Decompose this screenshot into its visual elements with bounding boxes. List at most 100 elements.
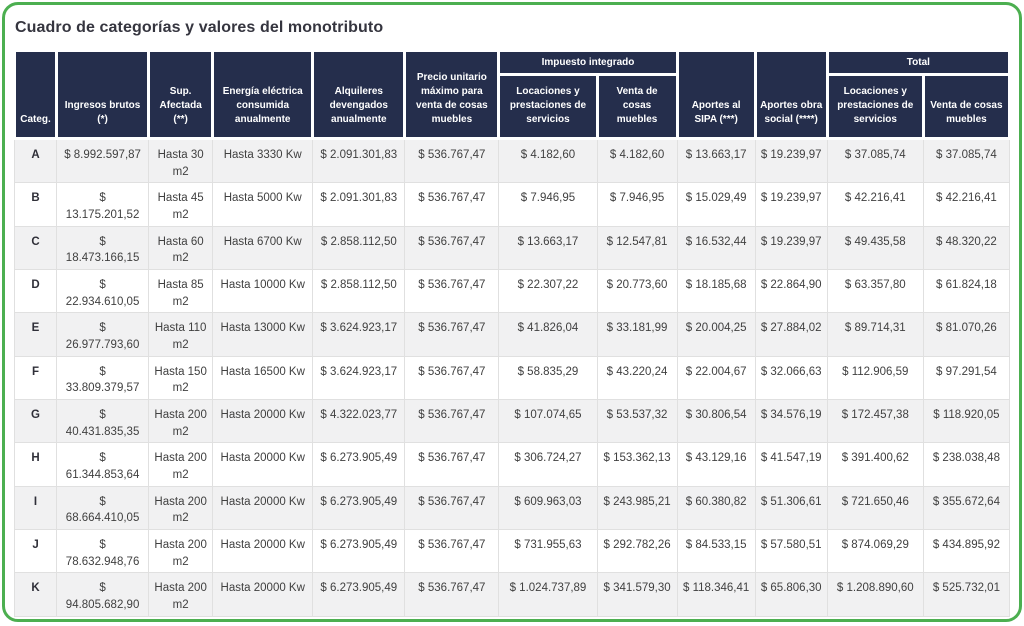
value-cell: $ 63.357,80 bbox=[826, 269, 924, 314]
value-cell: $ 40.431.835,35 bbox=[56, 399, 150, 444]
value-cell: $ 41.826,04 bbox=[498, 312, 598, 357]
value-cell: $ 19.239,97 bbox=[754, 182, 828, 227]
value-cell: Hasta 20000 Kw bbox=[212, 529, 314, 574]
table-row-F: F $ 33.809.379,57 Hasta 150 m2 Hasta 16500 … bbox=[13, 355, 1011, 401]
value-cell: $ 7.946,95 bbox=[498, 182, 598, 227]
value-cell: $ 3.624.923,17 bbox=[312, 312, 406, 357]
value-cell: $ 4.322.023,77 bbox=[312, 399, 406, 444]
value-cell: $ 355.672,64 bbox=[922, 485, 1011, 531]
monotributo-table: Categ. Ingresos brutos (*) Sup. Afectada… bbox=[12, 49, 1012, 617]
value-cell: $ 536.767,47 bbox=[404, 269, 500, 314]
value-cell: $ 84.533,15 bbox=[676, 529, 756, 574]
value-cell: $ 536.767,47 bbox=[404, 182, 500, 227]
value-cell: $ 30.806,54 bbox=[676, 399, 756, 444]
value-cell: $ 48.320,22 bbox=[922, 225, 1011, 271]
value-cell: $ 112.906,59 bbox=[826, 355, 924, 401]
value-cell: Hasta 150 m2 bbox=[148, 355, 214, 401]
value-cell: Hasta 13000 Kw bbox=[212, 312, 314, 357]
category-cell: J bbox=[13, 529, 58, 574]
value-cell: $ 58.835,29 bbox=[498, 355, 598, 401]
value-cell: Hasta 110 m2 bbox=[148, 312, 214, 357]
value-cell: $ 26.977.793,60 bbox=[56, 312, 150, 357]
value-cell: $ 43.220,24 bbox=[596, 355, 678, 401]
value-cell: Hasta 20000 Kw bbox=[212, 572, 314, 617]
value-cell: $ 12.547,81 bbox=[596, 225, 678, 271]
value-cell: $ 22.004,67 bbox=[676, 355, 756, 401]
value-cell: $ 27.884,02 bbox=[754, 312, 828, 357]
value-cell: $ 6.273.905,49 bbox=[312, 529, 406, 574]
value-cell: $ 19.239,97 bbox=[754, 225, 828, 271]
col-header-impuesto-servicios: Locaciones y prestaciones de servicios bbox=[497, 73, 599, 140]
value-cell: $ 41.547,19 bbox=[754, 442, 828, 487]
value-cell: $ 8.992.597,87 bbox=[56, 137, 150, 184]
value-cell: $ 536.767,47 bbox=[404, 225, 500, 271]
value-cell: $ 97.291,54 bbox=[922, 355, 1011, 401]
category-cell: G bbox=[13, 399, 58, 444]
col-group-total: Total bbox=[825, 49, 1012, 76]
value-cell: Hasta 3330 Kw bbox=[212, 137, 314, 184]
value-cell: $ 118.346,41 bbox=[676, 572, 756, 617]
value-cell: $ 721.650,46 bbox=[826, 485, 924, 531]
value-cell: $ 391.400,62 bbox=[826, 442, 924, 487]
value-cell: Hasta 60 m2 bbox=[148, 225, 214, 271]
value-cell: Hasta 6700 Kw bbox=[212, 225, 314, 271]
page-title: Cuadro de categorías y valores del monot… bbox=[15, 19, 384, 36]
col-header-impuesto-muebles: Venta de cosas muebles bbox=[595, 73, 679, 140]
value-cell: Hasta 200 m2 bbox=[148, 442, 214, 487]
table-row-K: K $ 94.805.682,90 Hasta 200 m2 Hasta 20000 … bbox=[13, 572, 1011, 617]
table-row-G: G $ 40.431.835,35 Hasta 200 m2 Hasta 20000 … bbox=[13, 399, 1011, 444]
value-cell: $ 536.767,47 bbox=[404, 529, 500, 574]
value-cell: $ 61.344.853,64 bbox=[56, 442, 150, 487]
value-cell: $ 53.537,32 bbox=[596, 399, 678, 444]
table-header: Categ. Ingresos brutos (*) Sup. Afectada… bbox=[12, 49, 1012, 140]
table-row-B: B $ 13.175.201,52 Hasta 45 m2 Hasta 5000 Kw… bbox=[13, 182, 1011, 227]
category-cell: B bbox=[13, 182, 58, 227]
value-cell: $ 6.273.905,49 bbox=[312, 442, 406, 487]
header-group-row: Categ. Ingresos brutos (*) Sup. Afectada… bbox=[12, 49, 1012, 140]
value-cell: $ 536.767,47 bbox=[404, 442, 500, 487]
value-cell: $ 731.955,63 bbox=[498, 529, 598, 574]
value-cell: $ 172.457,38 bbox=[826, 399, 924, 444]
value-cell: $ 94.805.682,90 bbox=[56, 572, 150, 617]
table-row-A: A $ 8.992.597,87 Hasta 30 m2 Hasta 3330 Kw $… bbox=[13, 137, 1011, 184]
category-cell: K bbox=[13, 572, 58, 617]
value-cell: $ 243.985,21 bbox=[596, 485, 678, 531]
value-cell: Hasta 20000 Kw bbox=[212, 485, 314, 531]
value-cell: Hasta 10000 Kw bbox=[212, 269, 314, 314]
category-cell: I bbox=[13, 485, 58, 531]
header-sub-row: Locaciones y prestaciones de servicios V… bbox=[15, 73, 1012, 140]
value-cell: $ 65.806,30 bbox=[754, 572, 828, 617]
category-cell: F bbox=[13, 355, 58, 401]
category-cell: E bbox=[13, 312, 58, 357]
value-cell: $ 238.038,48 bbox=[922, 442, 1011, 487]
value-cell: $ 49.435,58 bbox=[826, 225, 924, 271]
value-cell: $ 306.724,27 bbox=[498, 442, 598, 487]
col-header-precio-unitario: Precio unitario máximo para venta de cos… bbox=[403, 49, 501, 140]
value-cell: $ 57.580,51 bbox=[754, 529, 828, 574]
value-cell: $ 1.024.737,89 bbox=[498, 572, 598, 617]
value-cell: Hasta 20000 Kw bbox=[212, 442, 314, 487]
value-cell: Hasta 5000 Kw bbox=[212, 182, 314, 227]
value-cell: $ 42.216,41 bbox=[826, 182, 924, 227]
value-cell: $ 2.858.112,50 bbox=[312, 225, 406, 271]
value-cell: $ 22.307,22 bbox=[498, 269, 598, 314]
value-cell: Hasta 200 m2 bbox=[148, 572, 214, 617]
value-cell: $ 525.732,01 bbox=[922, 572, 1011, 617]
value-cell: $ 20.773,60 bbox=[596, 269, 678, 314]
col-header-aportes-sipa: Aportes al SIPA (***) bbox=[675, 49, 757, 140]
value-cell: $ 33.809.379,57 bbox=[56, 355, 150, 401]
value-cell: $ 22.934.610,05 bbox=[56, 269, 150, 314]
table-row-H: H $ 61.344.853,64 Hasta 200 m2 Hasta 20000 … bbox=[13, 442, 1011, 487]
value-cell: $ 61.824,18 bbox=[922, 269, 1011, 314]
category-cell: H bbox=[13, 442, 58, 487]
value-cell: $ 22.864,90 bbox=[754, 269, 828, 314]
value-cell: $ 2.091.301,83 bbox=[312, 137, 406, 184]
value-cell: Hasta 45 m2 bbox=[148, 182, 214, 227]
value-cell: $ 107.074,65 bbox=[498, 399, 598, 444]
table-row-J: J $ 78.632.948,76 Hasta 200 m2 Hasta 20000 … bbox=[13, 529, 1011, 574]
value-cell: $ 89.714,31 bbox=[826, 312, 924, 357]
category-cell: A bbox=[13, 137, 58, 184]
value-cell: $ 536.767,47 bbox=[404, 312, 500, 357]
category-cell: C bbox=[13, 225, 58, 271]
